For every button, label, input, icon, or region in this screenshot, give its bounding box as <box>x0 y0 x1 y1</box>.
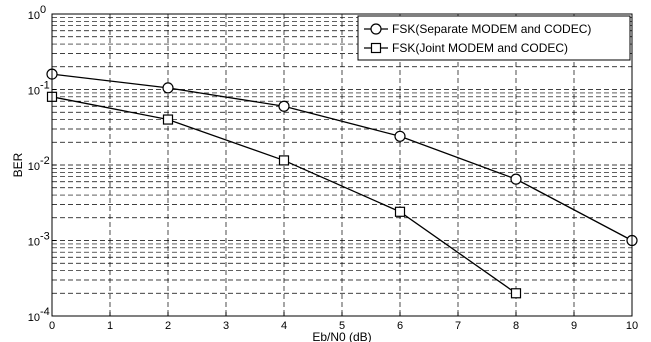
y-tick-exponent: -4 <box>40 306 50 318</box>
data-point-circle <box>510 173 522 185</box>
legend-marker-square <box>370 42 382 54</box>
data-point-circle <box>278 100 290 112</box>
y-tick-exponent: -1 <box>40 80 50 92</box>
x-tick-label: 0 <box>49 320 55 332</box>
data-point-circle <box>394 130 406 142</box>
y-tick-exponent: -3 <box>40 231 50 243</box>
legend-label: FSK(Separate MODEM and CODEC) <box>392 22 591 36</box>
series-layer <box>46 68 638 299</box>
x-tick-label: 6 <box>397 320 403 332</box>
data-point-square <box>162 114 174 125</box>
x-tick-label: 7 <box>455 320 461 332</box>
x-tick-label: 5 <box>339 320 345 332</box>
y-tick-label: 10 <box>28 86 40 98</box>
y-tick-label: 10 <box>28 237 40 249</box>
y-tick-label: 10 <box>28 10 40 22</box>
x-tick-label: 3 <box>223 320 229 332</box>
legend-marker-circle <box>370 23 382 35</box>
legend-label: FSK(Joint MODEM and CODEC) <box>392 41 568 55</box>
y-axis-label: BER <box>11 152 25 177</box>
series-1 <box>46 68 638 247</box>
x-tick-label: 10 <box>626 320 638 332</box>
data-point-square <box>278 155 290 166</box>
x-tick-label: 1 <box>107 320 113 332</box>
y-tick-exponent: 0 <box>40 4 46 16</box>
grid <box>51 14 633 316</box>
data-point-circle <box>162 82 174 94</box>
x-tick-label: 8 <box>513 320 519 332</box>
y-tick-label: 10 <box>28 312 40 324</box>
x-tick-label: 4 <box>281 320 287 332</box>
data-point-square <box>510 288 522 299</box>
legend-entry-1: FSK(Separate MODEM and CODEC) <box>364 22 591 36</box>
y-tick-exponent: -2 <box>40 155 50 167</box>
x-axis-label: Eb/N0 (dB) <box>312 330 371 342</box>
legend-entry-2: FSK(Joint MODEM and CODEC) <box>364 41 568 55</box>
x-tick-label: 2 <box>165 320 171 332</box>
series-line-1 <box>51 73 633 242</box>
legend: FSK(Separate MODEM and CODEC) FSK(Joint M… <box>357 15 631 61</box>
legend-box <box>357 15 631 61</box>
x-tick-label: 9 <box>571 320 577 332</box>
data-point-square <box>394 206 406 217</box>
y-tick-label: 10 <box>28 161 40 173</box>
